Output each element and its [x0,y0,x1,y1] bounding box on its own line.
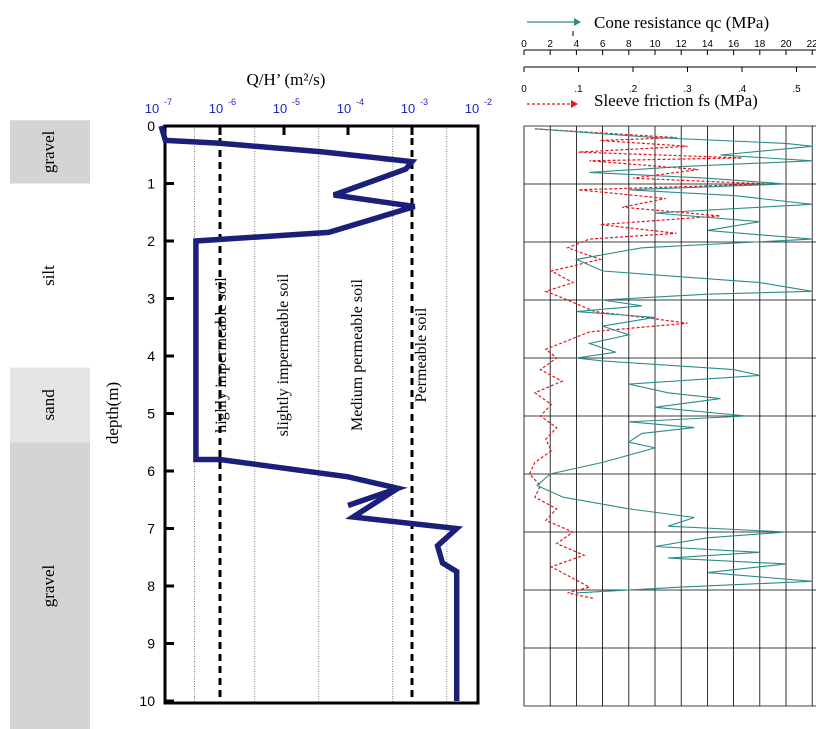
y-tick-label: 0 [147,118,155,134]
y-tick-label: 10 [139,693,155,709]
permeability-chart: Q/H’ (m²/s) 10 -7 10 -6 10 -5 10 -4 10 -3 10 -2 dep… [103,70,492,709]
fs-tick-label: 0 [521,84,527,95]
layer-band [10,442,90,729]
x-tick-label-exponent: -3 [420,97,428,107]
legend-fs-label: Sleeve friction fs (MPa) [594,91,758,110]
x-tick-label-exponent: -5 [292,97,300,107]
qc-tick-label: 10 [649,39,661,50]
x-tick-label: 10 [273,101,287,116]
qc-tick-label: 18 [754,39,766,50]
y-tick-label: 2 [147,233,155,249]
zone-label: highly impermeable soil [213,277,230,433]
x-tick-labels: 10 -7 10 -6 10 -5 10 -4 10 -3 10 -2 [145,97,492,116]
zone-labels: highly impermeable soil slightly impermea… [213,273,430,436]
qc-axis: 0 2 4 6 8 10 12 14 16 18 20 22 [521,39,816,55]
y-tick-label: 7 [147,521,155,537]
layer-band [10,367,90,443]
layer-band [10,183,90,368]
fs-tick-label: .3 [683,84,692,95]
permeability-curve [158,125,464,701]
fs-series [528,128,770,600]
layer-label: sand [39,389,58,421]
x-tick-label-exponent: -6 [228,97,236,107]
plot-frame [163,124,480,705]
qc-tick-label: 22 [807,39,816,50]
y-tick-label: 1 [147,176,155,192]
x-tick-label-exponent: -4 [356,97,364,107]
fs-axis: 0 .1 .2 .3 .4 .5 [521,67,801,95]
legend-qc-arrow [574,18,581,26]
qc-tick-label: 20 [780,39,792,50]
legend-fs-arrow [571,100,578,108]
fs-tick-label: .2 [629,84,638,95]
legend-qc-label: Cone resistance qc (MPa) [594,13,769,32]
x-tick-label: 10 [337,101,351,116]
fs-tick-label: .4 [738,84,747,95]
qc-tick-label: 16 [728,39,740,50]
y-tick-label: 3 [147,291,155,307]
x-tick-label-exponent: -7 [164,97,172,107]
qc-tick-label: 8 [626,39,632,50]
qc-series [536,128,813,594]
qc-tick-label: 14 [702,39,714,50]
fs-tick-label: .5 [792,84,801,95]
x-tick-label: 10 [209,101,223,116]
y-axis-ticks: 0 1 2 3 4 5 6 7 8 9 10 [139,118,174,709]
qc-tick-label: 6 [600,39,606,50]
layer-label: gravel [39,564,58,607]
y-tick-label: 8 [147,578,155,594]
cpt-grid [523,125,816,707]
zone-boundaries [194,126,448,703]
layer-label: gravel [39,130,58,173]
x-tick-marks [218,126,414,135]
fs-tick-label: .1 [574,84,583,95]
soil-layer-column: gravel silt sand gravel [10,120,90,729]
zone-label: slightly impermeable soil [275,273,292,436]
y-tick-label: 9 [147,636,155,652]
x-tick-label: 10 [401,101,415,116]
x-tick-label-exponent: -2 [484,97,492,107]
x-tick-label: 10 [465,101,479,116]
cpt-chart: Cone resistance qc (MPa) 0 2 4 6 8 10 12 14 16 18… [521,13,816,707]
qc-tick-label: 0 [521,39,527,50]
chart-title: Q/H’ (m²/s) [247,70,326,89]
y-tick-label: 4 [147,348,155,364]
layer-label: silt [39,265,58,286]
layer-band [10,120,90,184]
zone-label: Permeable soil [413,307,430,402]
zone-label: Medium permeable soil [349,278,366,431]
y-tick-label: 5 [147,406,155,422]
y-tick-label: 6 [147,463,155,479]
y-axis-label: depth(m) [103,382,122,444]
qc-tick-label: 12 [676,39,688,50]
qc-tick-label: 4 [574,39,580,50]
x-tick-label: 10 [145,101,159,116]
qc-tick-label: 2 [547,39,553,50]
